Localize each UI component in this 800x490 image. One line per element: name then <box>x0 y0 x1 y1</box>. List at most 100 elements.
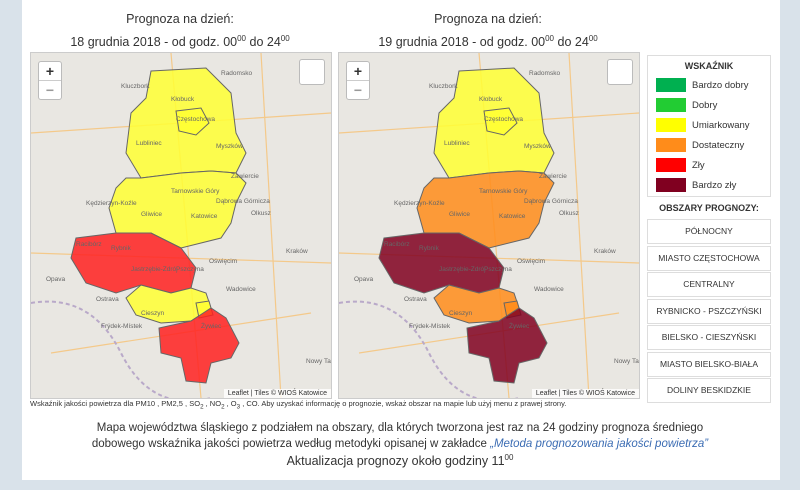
place-label: Gliwice <box>449 211 470 218</box>
area-button[interactable]: CENTRALNY <box>647 272 771 297</box>
legend-label: Umiarkowany <box>692 119 750 131</box>
place-label: Katowice <box>191 213 218 220</box>
legend-item: Bardzo dobry <box>656 75 770 95</box>
map-canvas: Kluczbork Radomsko Kłobuck Częstochowa Lubli… <box>339 53 639 398</box>
legend-swatch <box>656 98 686 112</box>
place-label: Kluczbork <box>429 83 458 90</box>
legend-items: Bardzo dobry Dobry Umiarkowany Dostateczny Z… <box>648 75 770 195</box>
place-label: Kłobuck <box>171 96 195 103</box>
place-label: Kraków <box>286 248 308 255</box>
place-label: Frýdek-Místek <box>101 323 143 330</box>
date-text: 18 grudnia 2018 - od godz. 00 <box>70 35 238 50</box>
zoom-in[interactable]: + <box>45 63 55 79</box>
forecast-area[interactable] <box>416 170 555 249</box>
place-label: Lubliniec <box>444 140 470 147</box>
attribution: Leaflet | Tiles © WIOŚ Katowice <box>531 389 639 398</box>
place-label: Oświęcim <box>209 258 237 265</box>
legend-label: Zły <box>692 159 705 171</box>
place-label: Kraków <box>594 248 616 255</box>
zoom-out[interactable]: − <box>347 80 369 99</box>
zoom-out[interactable]: − <box>39 80 61 99</box>
legend-swatch <box>656 178 686 192</box>
legend-title: WSKAŹNIK <box>684 61 734 71</box>
update-text: Aktualizacja prognozy około godziny 11 <box>286 454 505 469</box>
place-label: Opava <box>46 276 66 283</box>
map-canvas: Kluczbork Radomsko Kłobuck Częstochowa Lubli… <box>31 53 331 398</box>
layers-button[interactable] <box>607 59 633 85</box>
method-link[interactable]: „Metoda prognozowania jakości powietrza” <box>490 438 709 450</box>
zoom-in[interactable]: + <box>353 63 363 79</box>
place-label: Lubliniec <box>136 140 162 147</box>
date-sup: 00 <box>545 34 555 43</box>
legend-label: Bardzo zły <box>692 179 737 191</box>
footnote-part: 3 <box>236 403 241 411</box>
place-label: Myszków <box>524 143 551 150</box>
place-label: Olkusz <box>251 210 271 217</box>
zoom-control: + − <box>346 61 370 100</box>
area-button[interactable]: DOLINY BESKIDZKIE <box>647 378 771 403</box>
forecast-area[interactable] <box>175 107 210 136</box>
area-button[interactable]: RYBNICKO - PSZCZYŃSKI <box>647 298 771 324</box>
date-text: do 24 <box>249 35 281 50</box>
areas-title: OBSZARY PROGNOZY: <box>659 203 759 213</box>
date-line: 18 grudnia 2018 - od godz. 0000 do 2400 <box>30 29 330 52</box>
area-button[interactable]: MIASTO CZĘSTOCHOWA <box>647 245 771 271</box>
place-label: Katowice <box>499 213 526 220</box>
place-label: Częstochowa <box>176 116 215 123</box>
legend-swatch <box>656 158 686 172</box>
legend-item: Umiarkowany <box>656 115 770 135</box>
legend-label: Bardzo dobry <box>692 79 749 91</box>
place-label: Zawiercie <box>231 173 259 180</box>
forecast-area[interactable] <box>466 307 548 384</box>
legend: WSKAŹNIK Bardzo dobry Dobry Umiarkowany Dos… <box>647 55 771 197</box>
date-sup: 00 <box>280 34 290 43</box>
footnote: Wskaźnik jakości powietrza dla PM10 , PM… <box>30 399 566 411</box>
place-label: Racibórz <box>76 241 102 248</box>
place-label: Jastrzębie-Zdrój <box>439 266 486 273</box>
update-info: Aktualizacja prognozy około godziny 1100 <box>0 453 800 468</box>
date-text: 19 grudnia 2018 - od godz. 00 <box>378 35 546 50</box>
area-button[interactable]: PÓŁNOCNY <box>647 219 771 244</box>
forecast-area[interactable] <box>108 170 247 249</box>
legend-swatch <box>656 118 686 132</box>
place-label: Pszczyna <box>484 266 512 273</box>
place-label: Cieszyn <box>449 310 473 317</box>
place-label: Częstochowa <box>484 116 523 123</box>
map: Kluczbork Radomsko Kłobuck Częstochowa Lubli… <box>30 52 332 399</box>
place-label: Frýdek-Místek <box>409 323 451 330</box>
place-label: Wadowice <box>226 286 256 293</box>
place-label: Rybnik <box>111 245 132 252</box>
layers-button[interactable] <box>299 59 325 85</box>
date-text: do 24 <box>557 35 589 50</box>
place-label: Kędzierzyn-Koźle <box>86 200 137 207</box>
place-label: Zawiercie <box>539 173 567 180</box>
place-label: Tarnowskie Góry <box>479 188 528 195</box>
map: Kluczbork Radomsko Kłobuck Częstochowa Lubli… <box>338 52 640 399</box>
footnote-part: 2 <box>200 403 204 411</box>
place-label: Pszczyna <box>176 266 204 273</box>
footnote-part: 2 <box>221 403 225 411</box>
place-label: Oświęcim <box>517 258 545 265</box>
description-text: Mapa województwa śląskiego z podziałem n… <box>91 422 704 450</box>
place-label: Cieszyn <box>141 310 165 317</box>
map-heading: Prognoza na dzień: 18 grudnia 2018 - od g… <box>30 10 330 52</box>
place-label: Kłobuck <box>479 96 503 103</box>
areas: OBSZARY PROGNOZY: PÓŁNOCNY MIASTO CZĘSTOC… <box>647 203 771 405</box>
area-button[interactable]: MIASTO BIELSKO-BIAŁA <box>647 351 771 377</box>
footnote-part: , NO <box>203 399 222 408</box>
date-line: 19 grudnia 2018 - od godz. 0000 do 2400 <box>338 29 638 52</box>
forecast-area[interactable] <box>158 307 240 384</box>
legend-label: Dostateczny <box>692 139 745 151</box>
place-label: Wadowice <box>534 286 564 293</box>
date-sup: 00 <box>588 34 598 43</box>
legend-label: Dobry <box>692 99 718 111</box>
place-label: Radomsko <box>529 70 560 77</box>
legend-swatch <box>656 78 686 92</box>
legend-item: Dostateczny <box>656 135 770 155</box>
road <box>260 53 282 398</box>
area-button[interactable]: BIELSKO - CIESZYŃSKI <box>647 325 771 350</box>
place-label: Dąbrowa Górnicza <box>524 198 578 205</box>
forecast-area[interactable] <box>483 107 518 136</box>
road <box>568 53 590 398</box>
